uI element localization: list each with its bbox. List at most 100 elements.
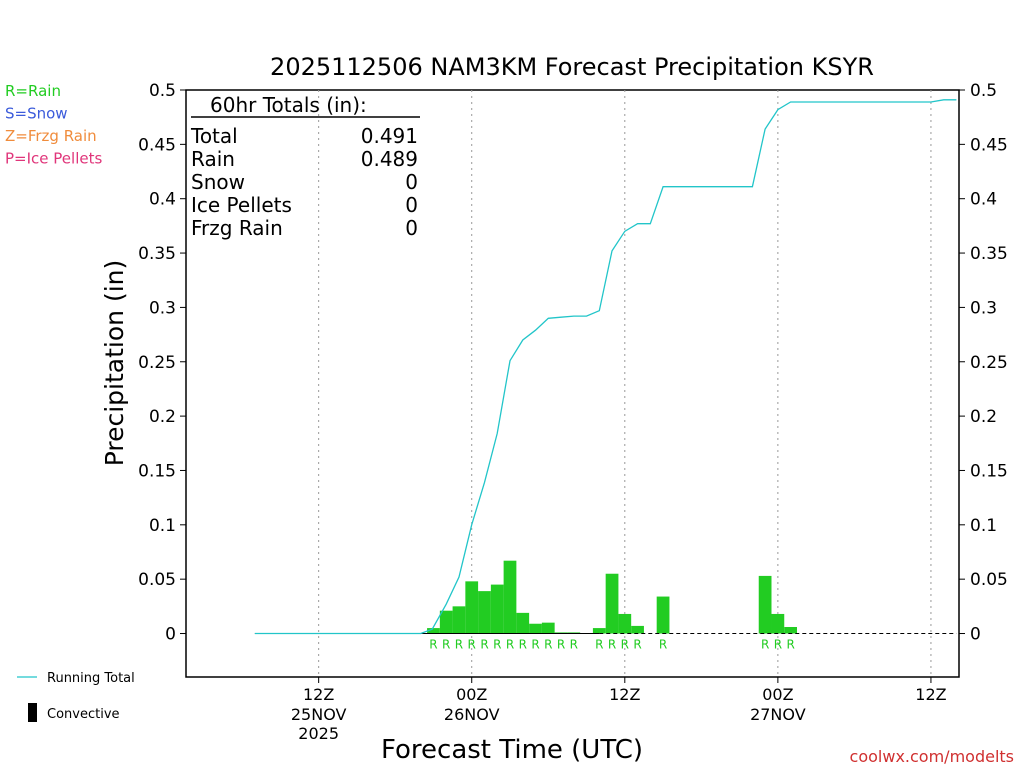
totals-value-2: 0	[405, 170, 418, 194]
precip-bar-15	[631, 625, 644, 634]
precip-bar-9	[541, 622, 555, 634]
totals-box: 60hr Totals (in): Total 0.491 Rain 0.489 Sno…	[190, 93, 420, 240]
type-label-9: R	[544, 638, 552, 652]
type-label-7: R	[519, 638, 527, 652]
type-label-11: R	[570, 638, 578, 652]
type-label-3: R	[468, 638, 476, 652]
xtick-label-0: 12Z	[303, 685, 334, 704]
totals-label-0: Total	[190, 124, 238, 148]
precip-bar-19	[784, 626, 798, 634]
plot-frame	[185, 89, 960, 678]
precip-bar-11	[567, 632, 581, 634]
legend-type-0: R=Rain	[5, 82, 61, 100]
precip-bar-1	[439, 610, 453, 634]
ytick-label-right-3: 0.35	[970, 244, 1008, 264]
xtick-date-3: 27NOV	[750, 705, 806, 724]
series-legend: Running Total Convective	[17, 671, 135, 722]
totals-header: 60hr Totals (in):	[210, 93, 367, 117]
type-label-4: R	[480, 638, 488, 652]
totals-value-3: 0	[405, 193, 418, 217]
ytick-label-right-1: 0.45	[970, 135, 1008, 155]
type-label-18: R	[774, 638, 782, 652]
legend-type-1: S=Snow	[5, 105, 68, 123]
ytick-label-right-4: 0.3	[970, 298, 997, 318]
ytick-label-right-7: 0.15	[970, 461, 1008, 481]
ytick-label-left-5: 0.25	[138, 353, 176, 373]
type-label-17: R	[761, 638, 769, 652]
xtick-date-1: 26NOV	[444, 705, 500, 724]
totals-rows: Total 0.491 Rain 0.489 Snow 0 Ice Pellets 0 Frzg…	[190, 124, 418, 240]
ytick-label-right-6: 0.2	[970, 407, 997, 427]
ytick-label-left-1: 0.45	[138, 135, 176, 155]
ytick-label-right-0: 0.5	[970, 81, 997, 101]
xtick-year-0: 2025	[298, 724, 339, 743]
ytick-label-right-2: 0.4	[970, 190, 997, 210]
running-total-legend-label: Running Total	[47, 671, 135, 686]
y-axis-right: 0.5 0.45 0.4 0.35 0.3 0.25 0.2 0.15 0.1 0.05 0	[959, 81, 1008, 645]
totals-label-1: Rain	[191, 147, 235, 171]
ytick-label-right-10: 0	[970, 625, 981, 645]
totals-label-3: Ice Pellets	[191, 193, 292, 217]
ytick-label-left-0: 0.5	[149, 81, 176, 101]
precip-bar-8	[529, 623, 542, 634]
ytick-label-left-6: 0.2	[149, 407, 176, 427]
type-label-10: R	[557, 638, 565, 652]
ytick-label-right-5: 0.25	[970, 353, 1008, 373]
ytick-label-left-10: 0	[165, 625, 176, 645]
xtick-label-3: 00Z	[762, 685, 793, 704]
precip-type-legend: R=Rain S=Snow Z=Frzg Rain P=Ice Pellets	[5, 82, 102, 168]
precip-bar-13	[605, 573, 619, 634]
type-label-2: R	[455, 638, 463, 652]
y-axis-left: 0.5 0.45 0.4 0.35 0.3 0.25 0.2 0.15 0.1 0.05 0	[138, 81, 186, 645]
precip-bar-4	[478, 591, 491, 634]
precip-bar-14	[618, 613, 632, 634]
y-axis-label: Precipitation (in)	[100, 260, 129, 467]
type-label-14: R	[621, 638, 629, 652]
ytick-label-left-9: 0.05	[138, 570, 176, 590]
legend-type-3: P=Ice Pellets	[5, 150, 102, 168]
precip-bar-10	[554, 632, 568, 634]
convective-legend-swatch	[28, 703, 37, 722]
ytick-label-left-8: 0.1	[149, 516, 176, 536]
precip-bar-6	[503, 560, 517, 634]
chart-title: 2025112506 NAM3KM Forecast Precipitation…	[270, 53, 874, 81]
type-label-8: R	[531, 638, 539, 652]
precip-bar-12	[592, 628, 606, 634]
type-label-19: R	[786, 638, 794, 652]
x-axis-label: Forecast Time (UTC)	[381, 735, 643, 765]
xtick-label-1: 00Z	[456, 685, 487, 704]
totals-value-0: 0.491	[361, 124, 418, 148]
totals-value-1: 0.489	[361, 147, 418, 171]
totals-value-4: 0	[405, 216, 418, 240]
ytick-label-left-7: 0.15	[138, 461, 176, 481]
precip-bar-2	[452, 606, 466, 634]
ytick-label-left-3: 0.35	[138, 244, 176, 264]
precip-bar-5	[490, 584, 504, 634]
ytick-label-right-9: 0.05	[970, 570, 1008, 590]
type-label-15: R	[633, 638, 641, 652]
precip-bar-0	[427, 628, 440, 634]
totals-label-2: Snow	[191, 170, 245, 194]
legend-type-2: Z=Frzg Rain	[5, 127, 97, 145]
type-label-5: R	[493, 638, 501, 652]
precip-bar-16	[656, 596, 670, 634]
precip-bars	[427, 560, 798, 634]
ytick-label-right-8: 0.1	[970, 516, 997, 536]
watermark: coolwx.com/modelts	[850, 747, 1014, 766]
type-label-13: R	[608, 638, 616, 652]
type-label-6: R	[506, 638, 514, 652]
ytick-label-left-2: 0.4	[149, 190, 176, 210]
type-label-1: R	[442, 638, 450, 652]
type-label-16: R	[659, 638, 667, 652]
convective-legend-label: Convective	[47, 707, 120, 722]
xtick-label-4: 12Z	[915, 685, 946, 704]
xtick-date-0: 25NOV	[291, 705, 347, 724]
type-label-0: R	[429, 638, 437, 652]
xtick-label-2: 12Z	[609, 685, 640, 704]
ytick-label-left-4: 0.3	[149, 298, 176, 318]
precip-bar-17	[758, 575, 772, 634]
precip-bar-3	[465, 581, 479, 634]
type-label-12: R	[595, 638, 603, 652]
